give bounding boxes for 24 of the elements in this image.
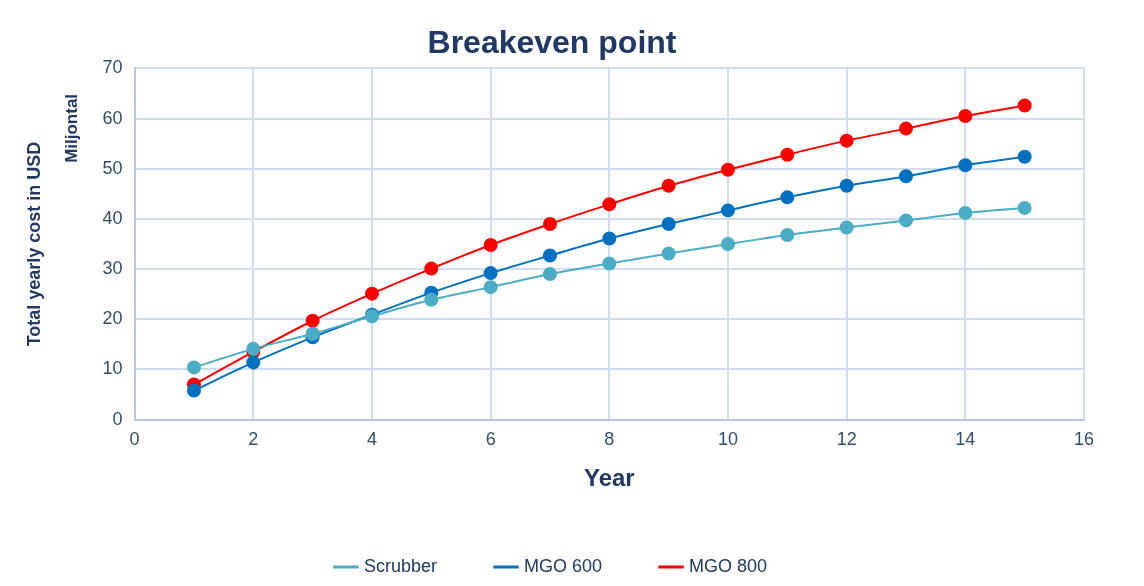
y-tick-label: 10 xyxy=(102,358,123,379)
text: Miljontal xyxy=(62,93,82,163)
legend-label: MGO 800 xyxy=(689,555,768,576)
x-tick-label: 10 xyxy=(717,429,738,450)
x-tick-label: 2 xyxy=(248,429,259,450)
x-tick-label: 14 xyxy=(955,429,976,450)
y-tick-label: 40 xyxy=(102,207,123,228)
y-tick-label: 50 xyxy=(102,157,123,178)
y-tick-label: 30 xyxy=(102,258,123,279)
legend-label: Scrubber xyxy=(363,555,437,576)
x-tick-label: 6 xyxy=(485,429,496,450)
x-tick-label: 0 xyxy=(129,429,140,450)
legend-label: MGO 600 xyxy=(523,555,603,576)
chart-title: Breakeven point xyxy=(427,24,677,61)
y-tick-label: 70 xyxy=(102,57,123,78)
y-tick-label: 20 xyxy=(102,308,123,329)
x-tick-label: 12 xyxy=(836,429,857,450)
x-tick-label: 8 xyxy=(604,429,615,450)
y-tick-label: 0 xyxy=(112,408,123,429)
y-axis-title: Total yearly cost in USD xyxy=(23,141,44,347)
x-tick-label: 4 xyxy=(366,429,377,450)
x-axis-title: Year xyxy=(583,464,635,492)
y-tick-label: 60 xyxy=(102,107,123,128)
x-tick-label: 16 xyxy=(1073,429,1095,450)
